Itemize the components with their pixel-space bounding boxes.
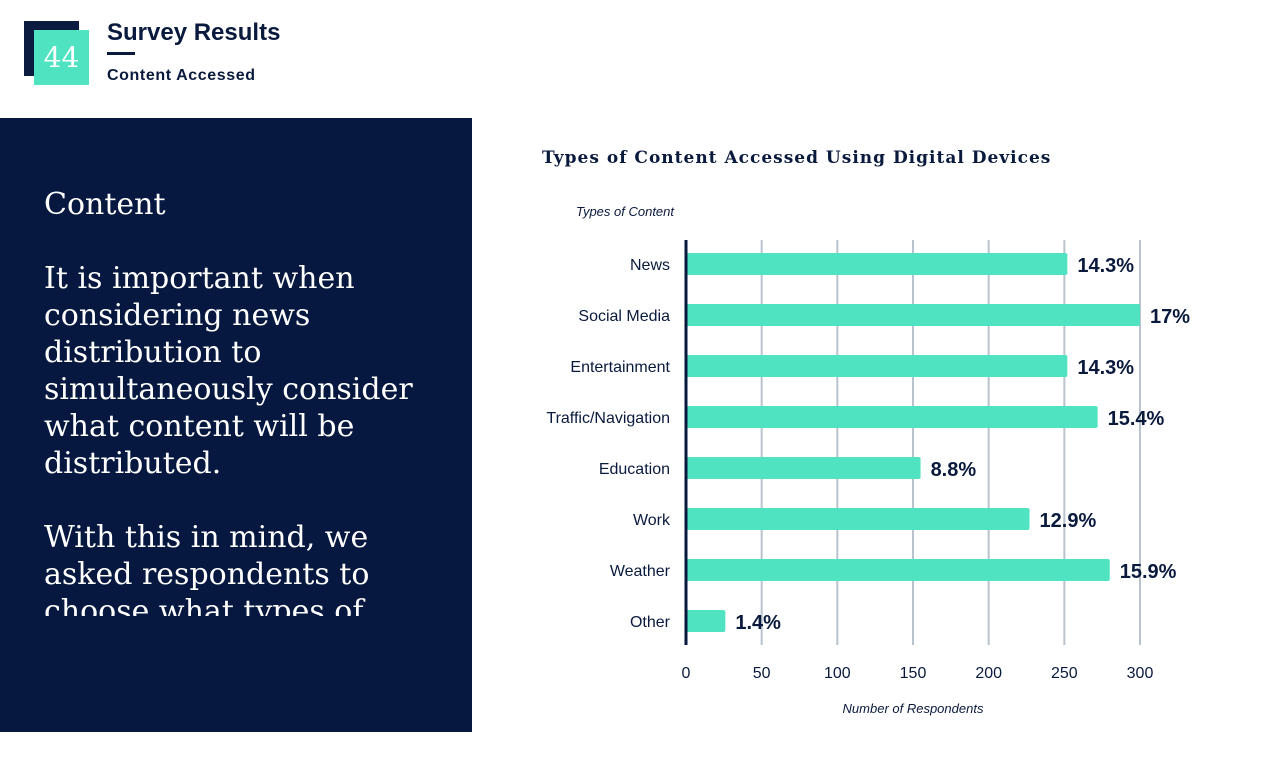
data-label: 14.3% xyxy=(1077,255,1134,277)
category-label: Entertainment xyxy=(570,359,670,376)
data-label: 8.8% xyxy=(931,459,977,481)
category-label: Social Media xyxy=(578,308,670,325)
category-label: News xyxy=(630,257,670,274)
text-panel-body[interactable]: Content It is important when considering… xyxy=(44,186,434,616)
data-label: 15.4% xyxy=(1108,408,1165,430)
x-tick-label: 100 xyxy=(824,665,851,682)
bar xyxy=(686,610,726,632)
bar xyxy=(686,253,1068,275)
data-label: 15.9% xyxy=(1120,561,1177,583)
category-label: Other xyxy=(630,614,671,631)
panel-heading: Content xyxy=(44,187,166,222)
x-tick-label: 300 xyxy=(1127,665,1154,682)
bar xyxy=(686,355,1068,377)
bar xyxy=(686,508,1030,530)
page-title: Survey Results xyxy=(107,19,281,46)
panel-paragraph: With this in mind, we asked respondents … xyxy=(44,520,370,616)
data-label: 12.9% xyxy=(1040,510,1097,532)
bar xyxy=(686,559,1110,581)
page-subtitle: Content Accessed xyxy=(107,67,256,84)
data-label: 1.4% xyxy=(735,612,781,634)
data-label: 14.3% xyxy=(1077,357,1134,379)
bar xyxy=(686,304,1140,326)
text-panel: Content It is important when considering… xyxy=(0,118,472,732)
data-label: 17% xyxy=(1150,306,1190,328)
chart-title: Types of Content Accessed Using Digital … xyxy=(542,148,1052,168)
x-tick-label: 150 xyxy=(900,665,927,682)
page-number: 44 xyxy=(34,30,89,85)
panel-paragraph: It is important when considering news di… xyxy=(44,261,413,481)
category-label: Work xyxy=(633,512,671,529)
category-label: Weather xyxy=(610,563,671,580)
category-label: Education xyxy=(599,461,670,478)
x-tick-label: 0 xyxy=(682,665,691,682)
x-tick-label: 250 xyxy=(1051,665,1078,682)
title-divider xyxy=(107,52,135,55)
y-axis-title: Types of Content xyxy=(576,204,675,219)
bar xyxy=(686,457,921,479)
x-tick-label: 200 xyxy=(975,665,1002,682)
page-number-badge: 44 xyxy=(24,21,89,85)
bar xyxy=(686,406,1098,428)
x-tick-label: 50 xyxy=(753,665,771,682)
category-label: Traffic/Navigation xyxy=(546,410,670,427)
x-axis-title: Number of Respondents xyxy=(843,701,984,716)
